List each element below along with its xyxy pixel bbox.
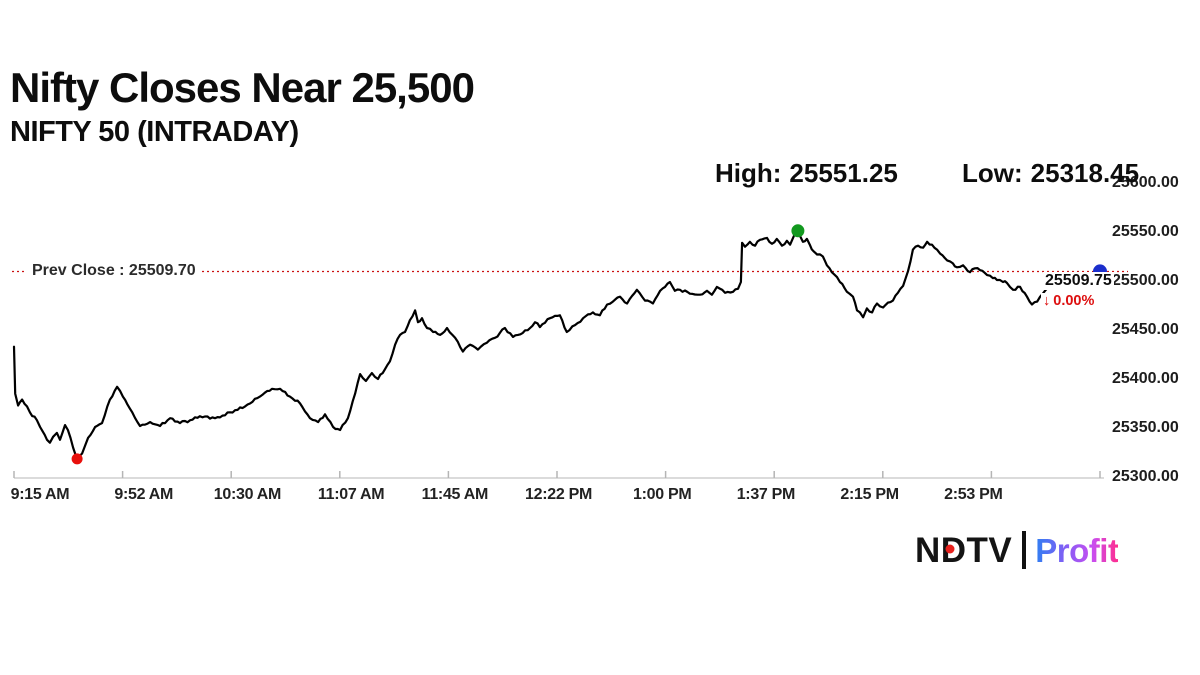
y-axis-label: 25550.00 <box>1112 223 1179 240</box>
low-label: Low: <box>962 158 1023 188</box>
x-axis-ticks <box>13 471 1101 478</box>
high-label: High: <box>715 158 782 188</box>
x-axis-label: 12:22 PM <box>525 486 592 503</box>
x-axis-label: 11:45 AM <box>421 486 489 503</box>
profit-wordmark: Profit <box>1035 531 1119 569</box>
price-line <box>12 229 1102 460</box>
x-axis-label: 2:15 PM <box>840 486 899 503</box>
x-axis-label: 10:30 AM <box>213 486 282 503</box>
x-axis-label: 11:07 AM <box>317 486 385 503</box>
prev-close-label: Prev Close : 25509.70 <box>26 261 202 281</box>
x-axis-label: 9:52 AM <box>114 486 174 503</box>
last-price-label: 25509.75 <box>1043 272 1114 290</box>
down-arrow-icon: ↓ <box>1043 293 1051 309</box>
ndtv-text: NDTV <box>915 530 1013 570</box>
x-axis-label: 1:37 PM <box>736 486 796 503</box>
y-axis-label: 25450.00 <box>1112 321 1179 338</box>
high-value: 25551.25 <box>789 158 898 188</box>
high-value-readout: High: 25551.25 <box>715 158 898 189</box>
low-value-readout: Low: 25318.45 <box>962 158 1139 189</box>
page-title: Nifty Closes Near 25,500 <box>10 64 475 111</box>
y-axis-label: 25350.00 <box>1112 419 1179 436</box>
low-marker-dot <box>71 453 83 465</box>
logo-divider <box>1022 531 1027 569</box>
chart-subtitle: NIFTY 50 (INTRADAY) <box>10 116 299 148</box>
change-percent: 0.00% <box>1053 293 1095 309</box>
price-markers <box>71 224 1107 465</box>
ndtv-red-dot-icon <box>945 544 955 554</box>
low-value: 25318.45 <box>1030 158 1140 188</box>
last-change-label: ↓ 0.00% <box>1041 293 1097 309</box>
y-axis-label: 25400.00 <box>1112 370 1179 387</box>
x-axis-label: 9:15 AM <box>10 486 70 503</box>
x-axis-label: 2:53 PM <box>944 486 1003 503</box>
ndtv-profit-logo: NDTV Profit <box>915 531 1119 569</box>
y-axis-label: 25300.00 <box>1112 468 1179 485</box>
x-axis-label: 1:00 PM <box>633 486 692 503</box>
y-axis-label: 25600.00 <box>1112 174 1179 191</box>
y-axis-label: 25500.00 <box>1112 272 1179 289</box>
high-marker-dot <box>791 224 805 238</box>
ndtv-wordmark: NDTV <box>915 533 1012 568</box>
